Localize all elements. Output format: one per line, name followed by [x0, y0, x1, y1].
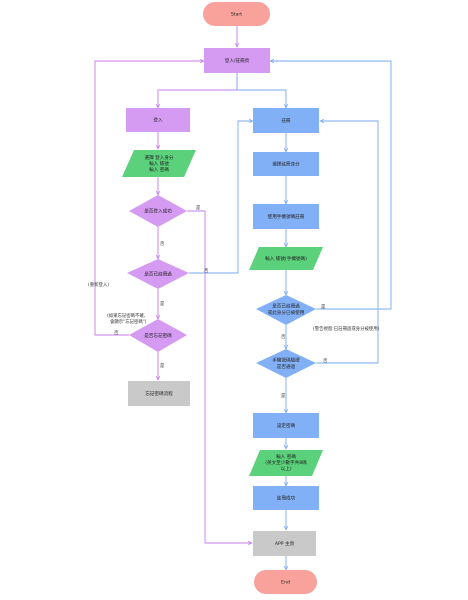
edge-sms-no-to-register [316, 121, 379, 364]
node-enter-phone-label: 輸入 帳號(手機號碼) [265, 255, 307, 262]
node-register-success: 註冊成功 [253, 486, 319, 510]
node-enter-password: 輸入 密碼 (英文至少數字共8碼 以上) [249, 450, 323, 476]
edge-labels: 是 否 否 是 否 是 是 否 否 是 [114, 205, 328, 399]
note-relogin: (重新登入) [88, 281, 109, 288]
node-choose-identity: 選擇註冊身分 [253, 152, 319, 176]
node-phone-register: 使用手機號碼註冊 [253, 204, 319, 229]
node-login-register: 登入/註冊頁 [204, 48, 270, 73]
node-start-label: Start [231, 12, 242, 18]
node-app-home: APP 主頁 [253, 531, 316, 556]
node-login-register-label: 登入/註冊頁 [225, 57, 250, 64]
label-registered-yes: 是 [160, 301, 165, 307]
decision-duplicate-line-1: 是否已註冊過 [272, 303, 300, 310]
label-duplicate-no: 否 [281, 334, 286, 340]
node-app-home-label: APP 主頁 [275, 540, 295, 547]
label-forgot-yes: 是 [160, 363, 165, 369]
label-sms-no: 否 [323, 358, 328, 364]
purple-connectors [94, 26, 252, 543]
node-end-label: End [281, 580, 290, 586]
node-register-label: 註冊 [281, 117, 291, 124]
node-login-label: 登入 [153, 117, 163, 124]
edge-registered-no-to-register [189, 121, 253, 274]
label-login-success-no: 否 [160, 241, 165, 247]
label-forgot-no: 否 [114, 330, 119, 336]
label-duplicate-yes: 是 [321, 304, 326, 310]
node-end: End [254, 570, 317, 594]
decision-login-success-label: 是否登入成功 [144, 208, 172, 215]
node-register-success-label: 註冊成功 [277, 495, 296, 502]
label-sms-yes: 是 [281, 393, 286, 399]
label-login-success-yes: 是 [196, 205, 201, 211]
node-enter-phone: 輸入 帳號(手機號碼) [249, 247, 323, 270]
edge-login-register-to-register [236, 73, 286, 108]
edge-login-success-yes-to-home [187, 210, 252, 543]
node-choose-identity-label: 選擇註冊身分 [272, 161, 300, 168]
login-input-line-3: 輸入 密碼 [149, 166, 169, 173]
login-input-line-2: 輸入 帳號 [149, 160, 169, 167]
decision-sms: 手機號碼驗證 是否通過 [256, 349, 316, 378]
decision-forgot-password: 是否忘記密碼 [129, 319, 187, 352]
decision-sms-line-2: 是否通過 [277, 363, 296, 370]
annotations: (重新登入) (如果忘記密碼不確, 會顯示"忘記密碼") (警告視窗:已註冊過或… [88, 281, 380, 332]
edge-dup-yes-to-login-register [270, 61, 392, 310]
decision-registered: 是否已註冊過 [127, 259, 189, 289]
decision-sms-line-1: 手機號碼驗證 [272, 357, 300, 364]
node-forgot-flow-label: 忘記密碼流程 [145, 390, 173, 397]
enter-password-line-1: 輸入 密碼 [276, 453, 296, 460]
decision-login-success: 是否登入成功 [129, 195, 187, 227]
node-login-input: 選擇 登入身分 輸入 帳號 輸入 密碼 [122, 150, 196, 177]
note-forgot-line-2: 會顯示"忘記密碼") [110, 318, 147, 325]
node-phone-register-label: 使用手機號碼註冊 [268, 213, 305, 220]
decision-forgot-password-label: 是否忘記密碼 [144, 332, 172, 339]
note-forgot-line-1: (如果忘記密碼不確, [107, 312, 145, 319]
node-start: Start [203, 2, 270, 26]
note-duplicate-warning: (警告視窗:已註冊過或身分被使用) [313, 325, 380, 332]
edge-login-register-to-login [158, 73, 238, 108]
decision-duplicate-line-2: 或此身分已被使用 [268, 309, 305, 316]
enter-password-line-3: 以上) [281, 465, 292, 472]
node-set-password-label: 設定密碼 [277, 422, 296, 429]
enter-password-line-2: (英文至少數字共8碼 [265, 459, 307, 466]
decision-duplicate: 是否已註冊過 或此身分已被使用 [256, 295, 316, 325]
decision-registered-label: 是否已註冊過 [144, 271, 172, 278]
node-set-password: 設定密碼 [253, 413, 319, 438]
blue-connectors [189, 61, 392, 570]
node-login: 登入 [126, 108, 190, 132]
node-register: 註冊 [253, 108, 319, 133]
node-forgot-flow: 忘記密碼流程 [128, 381, 190, 406]
edge-forgot-no-to-login-register [94, 61, 204, 336]
login-input-line-1: 選擇 登入身分 [144, 154, 173, 161]
label-registered-no: 否 [204, 268, 209, 274]
